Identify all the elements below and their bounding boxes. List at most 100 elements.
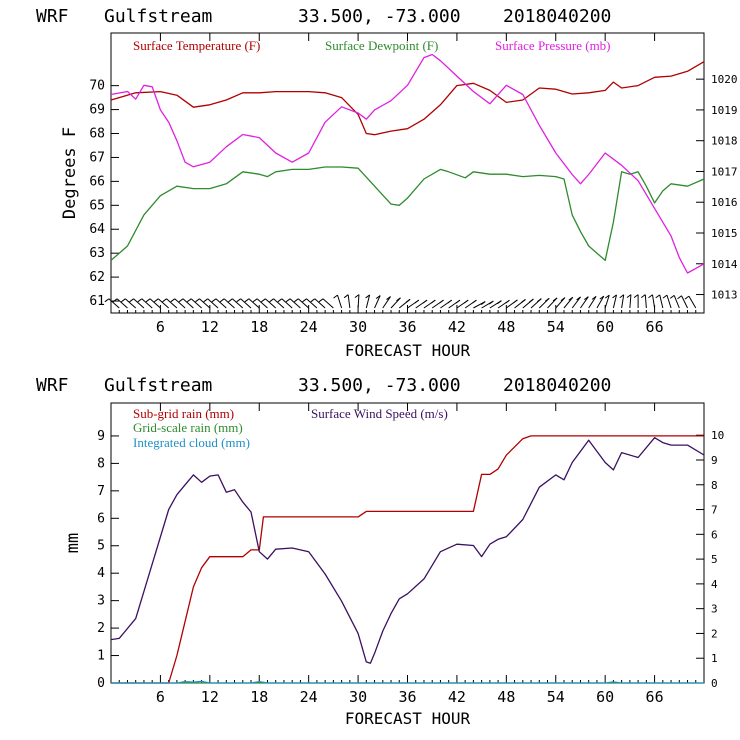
chart-1-wind-barb-flag — [537, 298, 542, 303]
chart-1-wind-barb-staff — [124, 298, 137, 309]
chart-1-y-tick-label: 64 — [89, 222, 105, 237]
chart-1-wind-barb-flag — [186, 298, 192, 303]
chart-1-wind-barb-flag — [277, 298, 283, 303]
chart-1-wind-barb-staff — [612, 294, 617, 309]
chart-1-wind-barb-staff — [199, 298, 211, 309]
chart-1-wind-barb-flag — [236, 298, 241, 303]
chart-2-y2-tick-label: 8 — [711, 479, 718, 492]
chart-1-wind-barb-flag — [439, 299, 444, 304]
chart-1-x-tick-label: 66 — [646, 318, 664, 336]
chart-1-y2-tick-label: 1018 — [711, 135, 738, 148]
chart-1-wind-barb-flag — [626, 294, 632, 299]
chart-1-wind-barb-staff — [141, 298, 153, 309]
chart-1-wind-barb-staff — [666, 294, 672, 309]
chart-1-wind-barb-flag — [178, 298, 184, 303]
chart-1-x-tick-label: 36 — [398, 318, 416, 336]
chart-2-x-tick-label: 54 — [547, 688, 565, 706]
chart-1-wind-barb-flag — [203, 298, 208, 303]
chart-2-y-tick-label: 2 — [97, 621, 105, 636]
chart-1-wind-barb-flag — [285, 298, 291, 303]
chart-1-wind-barb-flag — [396, 297, 401, 302]
chart-1-wind-barb-staff — [374, 295, 381, 309]
chart-1-wind-barb-staff — [116, 298, 128, 309]
chart-2-header-coords: 33.500, -73.000 — [298, 375, 461, 396]
chart-1-wind-barb-staff — [207, 298, 219, 309]
chart-1-wind-barb-flag — [463, 299, 469, 304]
chart-1-wind-barb-flag — [145, 298, 151, 303]
chart-1-wind-barb-staff — [688, 295, 697, 309]
chart-1-header-coords: 33.500, -73.000 — [298, 6, 461, 27]
chart-1-legend-item: Surface Dewpoint (F) — [325, 38, 438, 53]
chart-1-y2-tick-label: 1016 — [711, 196, 738, 209]
chart-2-series-line-3 — [111, 680, 704, 684]
chart-1-wind-barb-flag — [560, 297, 566, 302]
chart-1-x-tick-label: 24 — [300, 318, 318, 336]
chart-1-x-tick-label: 12 — [201, 318, 219, 336]
chart-1-wind-barb-flag — [505, 299, 510, 304]
chart-2-y2-tick-label: 3 — [711, 603, 718, 616]
chart-1-wind-barb-flag — [641, 294, 646, 299]
chart-1-wind-barb-flag — [447, 299, 453, 304]
chart-2-y2-tick-label: 9 — [711, 454, 718, 467]
chart-1-x-tick-label: 48 — [497, 318, 515, 336]
chart-2-x-tick-label: 48 — [497, 688, 515, 706]
chart-1-wind-barb-flag — [219, 298, 225, 303]
chart-1-wind-barb-flag — [497, 300, 502, 305]
chart-2-x-tick-label: 30 — [349, 688, 367, 706]
chart-1-wind-barb-staff — [174, 298, 186, 309]
chart-1-wind-barb-flag — [153, 298, 159, 303]
chart-1-wind-barb-flag — [669, 294, 675, 299]
chart-1-wind-barb-staff — [240, 298, 252, 309]
chart-1-wind-barb-staff — [273, 298, 285, 309]
chart-1-wind-barb-flag — [104, 298, 110, 303]
chart-1-wind-barb-flag — [552, 297, 558, 302]
chart-1-wind-barb-staff — [281, 298, 293, 309]
chart-2-y2-tick-label: 0 — [711, 677, 718, 690]
chart-1-wind-barb-flag — [405, 298, 411, 303]
chart-1-wind-barb-flag — [365, 294, 370, 299]
chart-2-y2-tick-label: 4 — [711, 578, 718, 591]
chart-1-wind-barb-staff — [133, 298, 145, 309]
chart-1-wind-barb-staff — [681, 295, 688, 309]
chart-1-wind-barb-flag — [170, 298, 176, 303]
chart-1-wind-barb-flag — [112, 298, 118, 303]
chart-1-y2-tick-label: 1020 — [711, 73, 738, 86]
chart-1-wind-barb-flag — [633, 294, 639, 299]
chart-1-wind-barb-flag — [244, 298, 250, 303]
chart-1-series-line-2 — [110, 166, 705, 262]
chart-1-plot-frame — [110, 32, 705, 314]
chart-1-wind-barb-staff — [256, 298, 268, 309]
chart-1-x-tick-label: 42 — [448, 318, 466, 336]
chart-1-wind-barb-staff — [322, 298, 334, 309]
chart-1-y-tick-label: 61 — [89, 294, 105, 309]
chart-1-y2-tick-label: 1017 — [711, 165, 738, 178]
chart-2-header-model: WRF — [36, 375, 69, 396]
chart-1-wind-barb-flag — [599, 295, 605, 300]
chart-1-wind-barb-staff — [297, 298, 309, 309]
chart-2-x-tick-label: 6 — [156, 688, 165, 706]
chart-1-wind-barb-staff — [182, 298, 194, 309]
chart-1-wind-barb-flag — [293, 298, 299, 303]
chart-2-y2-tick-label: 10 — [711, 429, 724, 442]
chart-1-wind-barb-flag — [386, 296, 391, 300]
chart-1-wind-barb-flag — [195, 298, 200, 303]
chart-1-wind-barb-flag — [261, 298, 266, 303]
chart-1-y2-tick-label: 1019 — [711, 104, 738, 117]
chart-2-series-line-4 — [110, 437, 705, 664]
chart-1-wind-barb-staff — [314, 298, 326, 309]
chart-2-x-tick-label: 18 — [250, 688, 268, 706]
chart-2-x-tick-label: 24 — [300, 688, 318, 706]
chart-1-wind-barb-flag — [489, 300, 494, 305]
chart-1-wind-barb-staff — [588, 296, 597, 309]
chart-1-series-line-1 — [110, 61, 705, 136]
chart-1-wind-barb-staff — [108, 298, 120, 309]
chart-1-header-location: Gulfstream — [104, 6, 212, 27]
chart-1-wind-barb-staff — [365, 294, 371, 309]
chart-1-series-line-3 — [110, 53, 705, 274]
chart-2-legend-item: Surface Wind Speed (m/s) — [311, 406, 448, 421]
chart-1-y-tick-label: 65 — [89, 198, 105, 213]
chart-1-y2-tick-label: 1013 — [711, 289, 738, 302]
chart-1-y-axis-title: Degrees F — [60, 127, 80, 219]
chart-1-wind-barb-flag — [521, 299, 526, 303]
chart-2-y-tick-label: 3 — [97, 594, 105, 609]
